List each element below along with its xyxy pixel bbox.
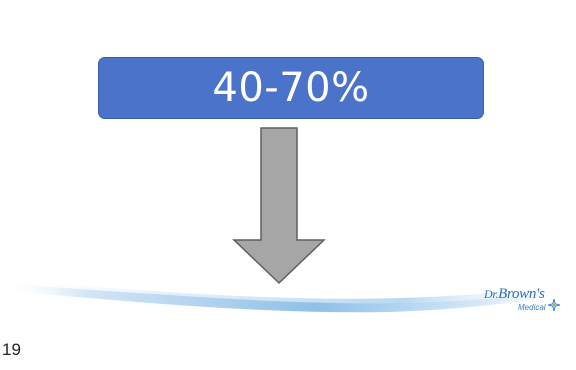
logo-subtitle: Medical	[518, 303, 546, 312]
sparkle-icon	[548, 299, 560, 311]
stat-label: 40-70%	[212, 65, 370, 111]
page-number: 19	[2, 340, 21, 359]
stat-box: 40-70%	[98, 57, 484, 119]
down-arrow-icon	[232, 127, 326, 285]
brand-logo: Dr.Brown's Medical	[484, 286, 564, 316]
logo-wordmark: Dr.Brown's	[484, 286, 545, 302]
slide: 40-70% Dr.Brown's Medical	[0, 57, 576, 316]
decorative-wave	[0, 280, 576, 313]
